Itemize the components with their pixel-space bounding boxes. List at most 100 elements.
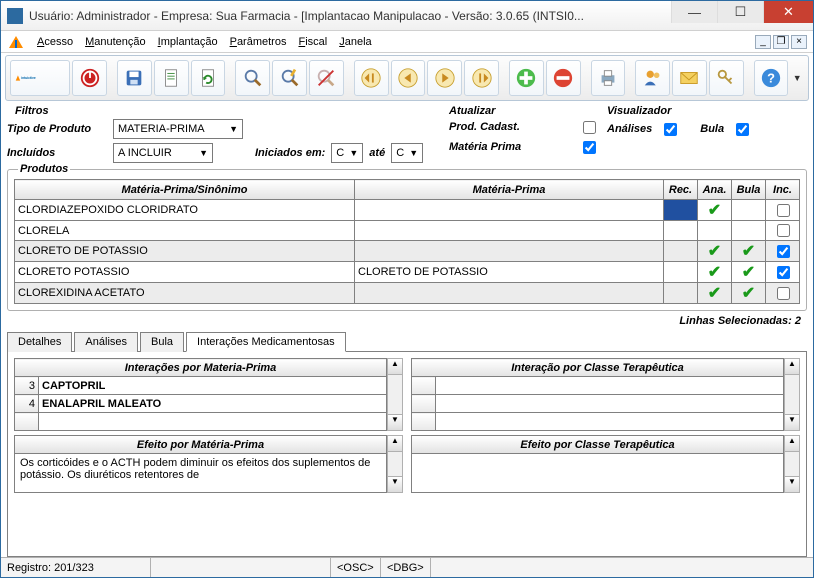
menu-manutencao[interactable]: Manutenção — [85, 36, 146, 48]
materia-prima-check[interactable] — [583, 141, 596, 154]
tab-detalhes[interactable]: Detalhes — [7, 332, 72, 352]
col-bula[interactable]: Bula — [732, 180, 766, 200]
list-item[interactable]: 4ENALAPRIL MALEATO — [15, 395, 387, 413]
menu-fiscal[interactable]: Fiscal — [298, 36, 327, 48]
check-icon: ✔ — [742, 264, 755, 281]
search-button[interactable] — [235, 60, 270, 96]
tipo-combo[interactable]: MATERIA-PRIMA▼ — [113, 119, 243, 139]
classe-scrollbar[interactable]: ▲▼ — [784, 358, 800, 431]
close-button[interactable]: ✕ — [763, 1, 813, 23]
document-button[interactable] — [154, 60, 189, 96]
tipo-label: Tipo de Produto — [7, 123, 107, 135]
menubar: Acesso Manutenção Implantação Parâmetros… — [1, 31, 813, 53]
help-button[interactable]: ? — [754, 60, 789, 96]
incluidos-label: Incluídos — [7, 147, 107, 159]
mdi-minimize[interactable]: _ — [755, 35, 771, 49]
menu-implantacao[interactable]: Implantação — [158, 36, 218, 48]
inc-check[interactable] — [777, 287, 790, 300]
search-clear-button[interactable] — [309, 60, 344, 96]
statusbar: Registro: 201/323 <OSC> <DBG> — [1, 557, 813, 577]
prod-cadast-label: Prod. Cadast. — [449, 121, 520, 133]
table-row[interactable]: CLORETO POTASSIOCLORETO DE POTASSIO✔✔ — [15, 262, 800, 283]
products-grid[interactable]: Matéria-Prima/Sinônimo Matéria-Prima Rec… — [14, 179, 800, 304]
iniciados-label: Iniciados em: — [255, 147, 325, 159]
main-window: Usuário: Administrador - Empresa: Sua Fa… — [0, 0, 814, 578]
ate-label: até — [369, 147, 385, 159]
brand-button[interactable]: intuictive — [10, 60, 70, 96]
inc-check[interactable] — [777, 245, 790, 258]
bula-check[interactable] — [736, 123, 749, 136]
print-button[interactable] — [591, 60, 626, 96]
incluidos-combo[interactable]: A INCLUIR▼ — [113, 143, 213, 163]
check-icon: ✔ — [708, 243, 721, 260]
titlebar: Usuário: Administrador - Empresa: Sua Fa… — [1, 1, 813, 31]
visualizador-section-label: Visualizador — [607, 105, 807, 117]
list-item[interactable]: 3CAPTOPRIL — [15, 377, 387, 395]
prev-button[interactable] — [391, 60, 426, 96]
materia-prima-label: Matéria Prima — [449, 141, 521, 153]
col-mp[interactable]: Matéria-Prima — [355, 180, 664, 200]
maximize-button[interactable]: ☐ — [717, 1, 763, 23]
check-icon: ✔ — [742, 285, 755, 302]
efeito-classe-scrollbar[interactable]: ▲▼ — [784, 435, 800, 493]
menu-acesso[interactable]: Acesso — [37, 36, 73, 48]
efeito-mp-scrollbar[interactable]: ▲▼ — [387, 435, 403, 493]
atualizar-section-label: Atualizar — [449, 105, 599, 117]
tab-análises[interactable]: Análises — [74, 332, 138, 352]
mp-scrollbar[interactable]: ▲▼ — [387, 358, 403, 431]
last-button[interactable] — [464, 60, 499, 96]
menu-janela[interactable]: Janela — [339, 36, 371, 48]
refresh-doc-button[interactable] — [191, 60, 226, 96]
mail-button[interactable] — [672, 60, 707, 96]
check-icon: ✔ — [708, 264, 721, 281]
power-button[interactable] — [72, 60, 107, 96]
table-row[interactable]: CLORETO DE POTASSIO✔✔ — [15, 241, 800, 262]
users-button[interactable] — [635, 60, 670, 96]
inc-check[interactable] — [777, 224, 790, 237]
remove-button[interactable] — [546, 60, 581, 96]
col-mp-sinonimo[interactable]: Matéria-Prima/Sinônimo — [15, 180, 355, 200]
search-edit-button[interactable] — [272, 60, 307, 96]
table-row[interactable]: CLORDIAZEPOXIDO CLORIDRATO ✔ — [15, 200, 800, 221]
svg-text:intuictive: intuictive — [21, 76, 36, 80]
minimize-button[interactable]: — — [671, 1, 717, 23]
table-row[interactable]: CLOREXIDINA ACETATO✔✔ — [15, 283, 800, 304]
save-button[interactable] — [117, 60, 152, 96]
interacao-classe-grid[interactable]: Interação por Classe Terapêutica — [411, 358, 784, 431]
iniciados-from-combo[interactable]: C▼ — [331, 143, 363, 163]
menu-parametros[interactable]: Parâmetros — [230, 36, 287, 48]
products-fieldset: Produtos Matéria-Prima/Sinônimo Matéria-… — [7, 163, 807, 311]
first-button[interactable] — [354, 60, 389, 96]
mdi-restore[interactable]: ❐ — [773, 35, 789, 49]
efeito-classe-box: Efeito por Classe Terapêutica — [411, 435, 784, 493]
keys-button[interactable] — [709, 60, 744, 96]
mdi-close[interactable]: × — [791, 35, 807, 49]
toolbar-overflow[interactable]: ▼ — [790, 60, 804, 96]
inc-check[interactable] — [777, 266, 790, 279]
app-icon — [7, 8, 23, 24]
prod-cadast-check[interactable] — [583, 121, 596, 134]
check-icon: ✔ — [742, 243, 755, 260]
tab-interações-medicamentosas[interactable]: Interações Medicamentosas — [186, 332, 346, 352]
tab-bula[interactable]: Bula — [140, 332, 184, 352]
products-section-label: Produtos — [18, 163, 70, 175]
add-button[interactable] — [509, 60, 544, 96]
tabs: DetalhesAnálisesBulaInterações Medicamen… — [7, 331, 807, 352]
next-button[interactable] — [427, 60, 462, 96]
analises-check[interactable] — [664, 123, 677, 136]
filters-section-label: Filtros — [15, 105, 441, 117]
analises-label: Análises — [607, 123, 652, 135]
table-row[interactable]: CLORELA — [15, 221, 800, 241]
col-ana[interactable]: Ana. — [698, 180, 732, 200]
col-inc[interactable]: Inc. — [766, 180, 800, 200]
inc-check[interactable] — [777, 204, 790, 217]
interacoes-mp-grid[interactable]: Interações por Materia-Prima 3CAPTOPRIL4… — [14, 358, 387, 431]
check-icon: ✔ — [708, 285, 721, 302]
brand-icon — [7, 34, 25, 50]
iniciados-to-combo[interactable]: C▼ — [391, 143, 423, 163]
svg-text:?: ? — [767, 71, 775, 86]
col-rec[interactable]: Rec. — [664, 180, 698, 200]
selected-count: Linhas Selecionadas: 2 — [7, 315, 801, 327]
efeito-mp-box: Efeito por Matéria-Prima Os corticóides … — [14, 435, 387, 493]
check-icon: ✔ — [708, 202, 721, 219]
